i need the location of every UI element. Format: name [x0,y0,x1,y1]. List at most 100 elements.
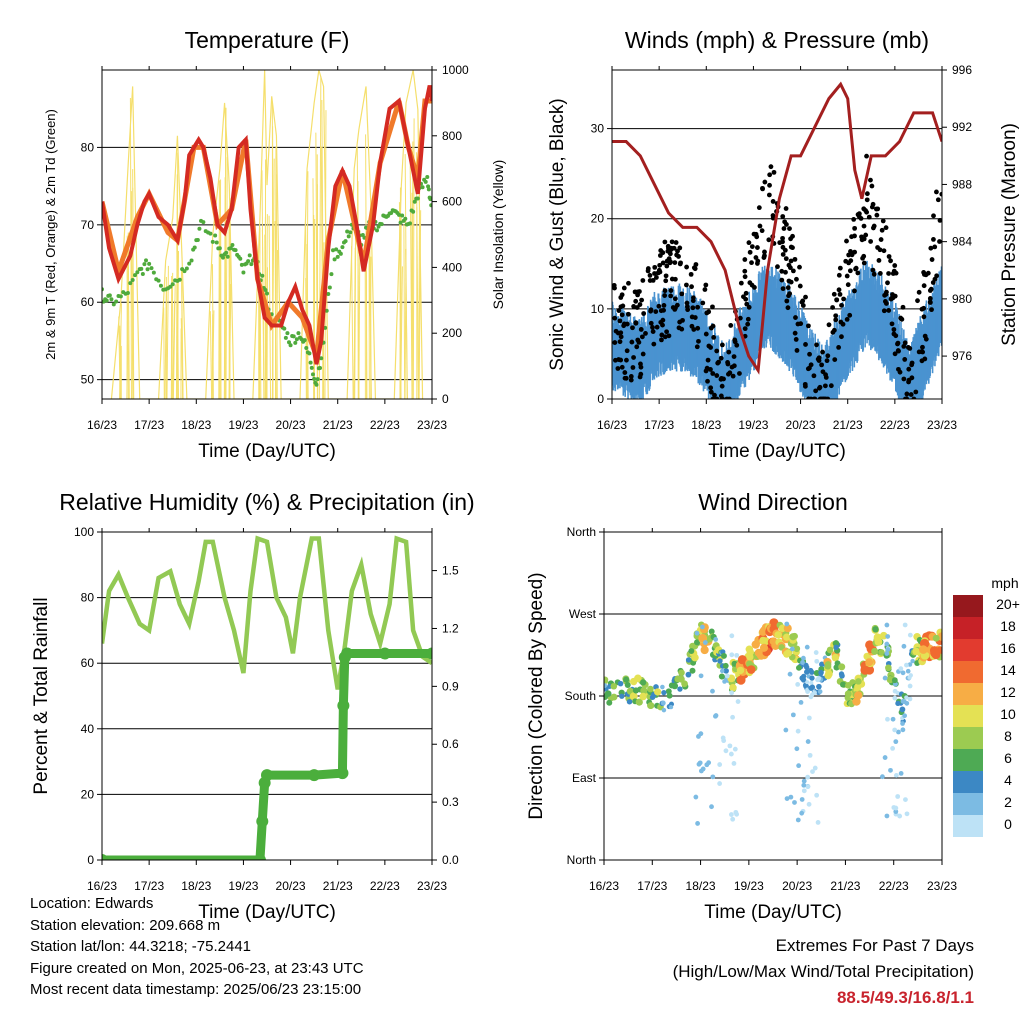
direction-point [900,727,906,733]
direction-point [759,636,767,645]
gust-point [927,296,933,301]
y2-tick-label: 200 [442,326,462,340]
gust-point [659,332,665,338]
y2-tick-label: 0 [442,392,449,406]
direction-point [874,637,883,646]
colorbar-swatch [953,815,983,837]
latlon-text: Station lat/lon: 44.3218; -75.2441 [30,938,252,955]
direction-point [907,696,913,702]
gust-point [668,288,674,293]
dewpoint-point [111,302,116,307]
gust-point [639,334,645,340]
direction-point [885,647,891,652]
gust-point [703,331,709,337]
x-tick-label: 22/23 [370,879,400,893]
dewpoint-point [114,299,119,304]
gust-point [902,340,908,346]
gust-point [648,320,654,326]
direction-point [789,633,797,641]
dewpoint-point [213,233,218,238]
dewpoint-point [147,261,152,266]
direction-point [730,816,736,822]
direction-point [677,686,683,692]
gust-point [779,268,785,274]
y-tick-label: 80 [81,140,95,154]
direction-point [721,738,727,744]
direction-point [700,645,709,655]
gust-point [708,367,713,372]
gust-point [898,315,904,321]
direction-point [819,661,825,668]
gust-point [870,267,876,273]
gust-point [790,268,796,274]
direction-point [891,677,898,684]
gust-point [845,282,851,288]
gust-point [615,366,621,371]
gust-point [937,217,942,223]
gust-point [712,392,717,398]
gust-point [803,294,808,300]
direction-point [816,683,822,690]
direction-point [892,727,898,733]
gust-point [847,268,853,274]
dewpoint-point [304,346,309,351]
direction-point [783,727,789,733]
gust-point [749,244,755,249]
direction-point [860,665,870,675]
dewpoint-point [210,239,215,244]
x-tick-label: 17/23 [637,879,667,893]
x-tick-label: 21/23 [830,879,860,893]
y-tick-label: 100 [74,525,94,539]
direction-point [812,765,818,771]
direction-point [606,699,613,706]
gust-point [708,389,714,395]
x-axis-label: Time (Day/UTC) [704,902,842,923]
direction-point [713,637,719,642]
direction-point [697,760,703,766]
dewpoint-point [140,271,145,276]
dewpoint-point [375,228,379,233]
direction-point [903,797,908,802]
gust-point [762,179,768,185]
x-tick-label: 23/23 [417,879,447,893]
gust-point [626,280,631,286]
chart-title: Winds (mph) & Pressure (mb) [625,27,929,53]
direction-point [717,781,723,786]
direction-point [824,670,833,678]
direction-point [736,675,746,685]
y2-axis-label: Solar Insolation (Yellow) [490,160,506,310]
gust-point [886,254,892,259]
gust-point [766,237,772,243]
gust-point [672,260,678,266]
direction-point [604,676,609,684]
gust-point [633,320,639,326]
direction-point [899,706,906,713]
panel-3: North East South West North 16/23 17/23 18/23 19… [526,489,1020,923]
precip-point [102,854,108,860]
direction-point [904,695,909,700]
dewpoint-point [343,239,348,244]
direction-point [718,673,725,680]
gust-point [726,396,732,399]
y2-tick-label: 600 [442,195,462,209]
gust-point [864,153,869,159]
gust-point [705,357,711,363]
gust-point [823,396,829,399]
gust-point [916,289,922,295]
created-text: Figure created on Mon, 2025-06-23, at 23… [30,959,364,977]
direction-point [833,644,839,650]
direction-point [801,673,807,679]
direction-point [818,669,824,676]
direction-point [832,640,840,647]
solar-spike [305,277,307,399]
direction-point [912,647,920,656]
gust-point [757,223,763,229]
gust-point [881,248,887,254]
direction-point [623,676,630,683]
x-tick-label: 21/23 [323,418,353,432]
direction-point [891,805,897,810]
gust-point [861,223,867,229]
direction-point [910,658,915,664]
dewpoint-point [302,338,307,343]
